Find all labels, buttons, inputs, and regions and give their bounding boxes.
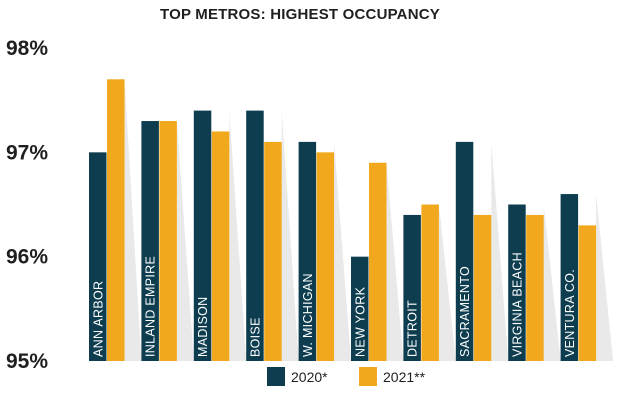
bar bbox=[403, 214, 421, 361]
legend: 2020* 2021** bbox=[267, 367, 426, 386]
y-tick-label: 98% bbox=[6, 37, 48, 60]
bar bbox=[89, 152, 107, 361]
category-label: ANN ARBOR bbox=[91, 281, 105, 357]
category-label: VIRGINIA BEACH bbox=[510, 252, 524, 357]
bar bbox=[264, 141, 282, 361]
category-label: VENTURA CO. bbox=[563, 269, 577, 357]
bar bbox=[211, 131, 230, 361]
bar-shadow bbox=[124, 79, 142, 362]
bars bbox=[89, 79, 597, 362]
bar bbox=[246, 110, 264, 361]
legend-swatch bbox=[267, 367, 285, 386]
y-tick-label: 95% bbox=[6, 350, 48, 373]
category-labels: ANN ARBOR INLAND EMPIRE MADISON BOISE W. MIC… bbox=[91, 252, 577, 357]
bar-shadow bbox=[176, 121, 194, 362]
chart-title: TOP METROS: HIGHEST OCCUPANCY bbox=[160, 6, 440, 23]
y-tick-label: 97% bbox=[6, 141, 48, 164]
bar bbox=[421, 204, 439, 361]
legend-label: 2021** bbox=[383, 369, 426, 385]
category-label: W. MICHIGAN bbox=[301, 273, 315, 357]
y-tick-label: 96% bbox=[6, 246, 48, 269]
bar-shadow bbox=[229, 110, 247, 361]
bar bbox=[298, 141, 317, 361]
y-axis-ticks: 95% 96% 97% 98% bbox=[6, 37, 48, 373]
bar bbox=[560, 194, 579, 361]
bar bbox=[526, 214, 544, 361]
bar bbox=[508, 204, 526, 361]
bar bbox=[351, 256, 369, 361]
bar-shadow bbox=[281, 110, 299, 361]
bar-shadow bbox=[491, 141, 509, 361]
bar-shadow bbox=[438, 204, 456, 361]
bar bbox=[141, 121, 159, 362]
bar-shadow bbox=[386, 162, 404, 361]
bar bbox=[193, 110, 212, 361]
bar bbox=[578, 225, 597, 361]
bar bbox=[455, 141, 474, 361]
bar-shadow bbox=[543, 204, 561, 361]
legend-label: 2020* bbox=[291, 369, 328, 385]
category-label: DETROIT bbox=[406, 300, 420, 357]
bar bbox=[159, 121, 177, 362]
category-label: NEW YORK bbox=[353, 286, 367, 357]
legend-swatch bbox=[359, 367, 377, 386]
bar bbox=[107, 79, 125, 362]
category-label: BOISE bbox=[248, 317, 262, 357]
bar-shadow bbox=[596, 194, 614, 361]
bar bbox=[369, 162, 387, 361]
category-label: INLAND EMPIRE bbox=[144, 256, 158, 357]
bar bbox=[473, 214, 492, 361]
bar-shadows bbox=[124, 79, 614, 362]
bar bbox=[316, 152, 335, 361]
category-label: MADISON bbox=[196, 297, 210, 357]
category-label: SACRAMENTO bbox=[458, 266, 472, 357]
bar-shadow bbox=[334, 141, 352, 361]
